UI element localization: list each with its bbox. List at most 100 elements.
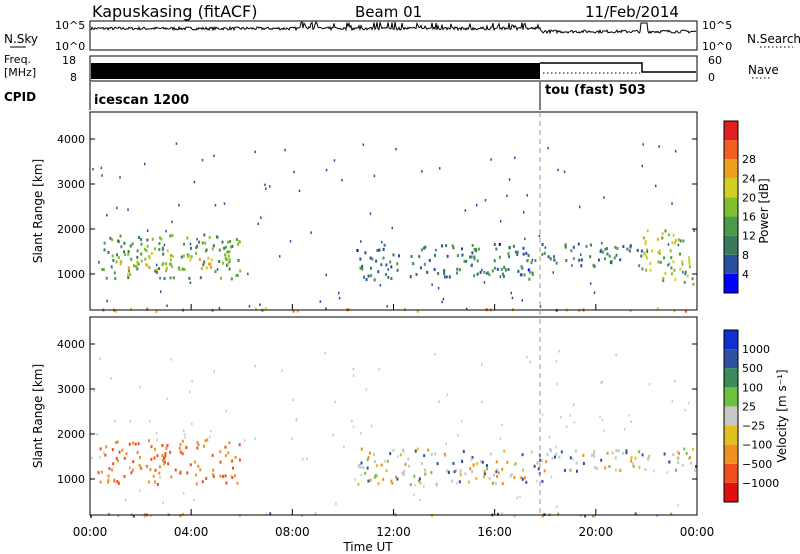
noise-cell [166,397,168,401]
range-cell [166,444,169,448]
range-cell [139,466,142,470]
range-cell [158,471,161,475]
range-cell [139,456,142,459]
range-cell [677,238,680,242]
noise-cell [674,380,676,383]
range-cell [111,238,114,242]
range-cell [143,515,146,518]
noise-cell [413,493,415,496]
range-cell [537,467,540,471]
nsky-tick-top: 10^5 [55,19,85,32]
noise-cell [96,433,99,436]
range-cell [123,475,126,478]
range-cell [662,279,665,283]
noise-cell [557,168,559,172]
noise-cell [558,350,560,353]
range-cell [179,443,182,447]
range-cell [119,234,122,238]
range-cell [638,465,641,469]
date-title: 11/Feb/2014 [585,3,679,21]
range-cell [459,468,462,472]
range-cell [114,309,117,313]
range-cell [496,475,499,478]
range-cell [435,483,438,487]
range-cell [689,456,691,460]
range-cell [448,275,451,279]
range-cell [127,250,130,253]
range-cell [390,479,393,483]
noise-cell [555,360,558,363]
range-cell [195,251,198,255]
range-cell [423,262,426,266]
range-cell [657,260,660,264]
range-cell [662,277,665,280]
noise-cell [218,306,221,310]
noise-cell [483,281,486,284]
range-cell [369,256,372,260]
range-cell [143,247,146,251]
range-cell [127,276,130,279]
range-cell [154,468,157,472]
noise-cell [295,418,298,421]
noise-cell [370,425,373,428]
range-cell [235,274,238,278]
range-cell [577,242,580,246]
range-cell [162,262,165,266]
range-cell [575,461,578,465]
noise-cell [547,146,549,150]
range-cell [533,464,536,468]
noise-cell [201,158,204,162]
range-cell [434,452,437,456]
range-cell [476,272,479,276]
range-cell [138,235,141,239]
noise-cell [573,421,576,424]
range-cell [483,270,486,274]
range-cell [491,481,494,485]
range-cell [683,280,686,284]
range-cell [183,242,185,246]
range-cell [116,459,119,463]
range-cell [146,263,149,267]
range-cell [115,441,117,444]
noise-cell [601,418,604,422]
range-cell [580,264,583,268]
power-colorbar-tick: 24 [742,172,756,185]
range-cell [668,460,671,464]
range-cell [541,243,544,246]
noise-cell [333,159,336,162]
noise-cell [535,479,538,483]
range-cell [630,456,633,460]
noise-cell [501,512,503,515]
range-cell [129,244,132,248]
range-cell [430,452,433,456]
x-tick-label: 16:00 [477,525,512,539]
range-cell [488,476,491,480]
range-cell [172,276,175,280]
range-cell [186,471,189,475]
range-cell [404,462,407,466]
range-cell [644,242,647,246]
range-cell [447,471,450,474]
range-cell [643,252,646,256]
range-cell [370,266,372,270]
range-cell [169,276,172,280]
range-cell [525,480,528,484]
range-cell [523,476,526,480]
noise-cell [116,206,118,210]
power-colorbar-tick: 20 [742,191,756,204]
nsky-label: N.Sky [4,32,38,46]
noise-cell [484,199,487,202]
noise-cell [155,431,158,435]
noise-cell [510,291,512,295]
range-cell [396,262,399,266]
power-colorbar-tick: 12 [742,230,756,243]
noise-cell [529,360,532,364]
range-cell [123,250,125,254]
cpid-segment-2: tou (fast) 503 [545,83,646,98]
range-cell [504,268,507,272]
velocity-panel: 1000 2000 3000 4000 Slant Range [km] 1000 50… [31,316,789,518]
range-cell [470,255,473,259]
range-cell [443,272,446,276]
range-cell [686,274,689,278]
range-cell [470,263,473,267]
